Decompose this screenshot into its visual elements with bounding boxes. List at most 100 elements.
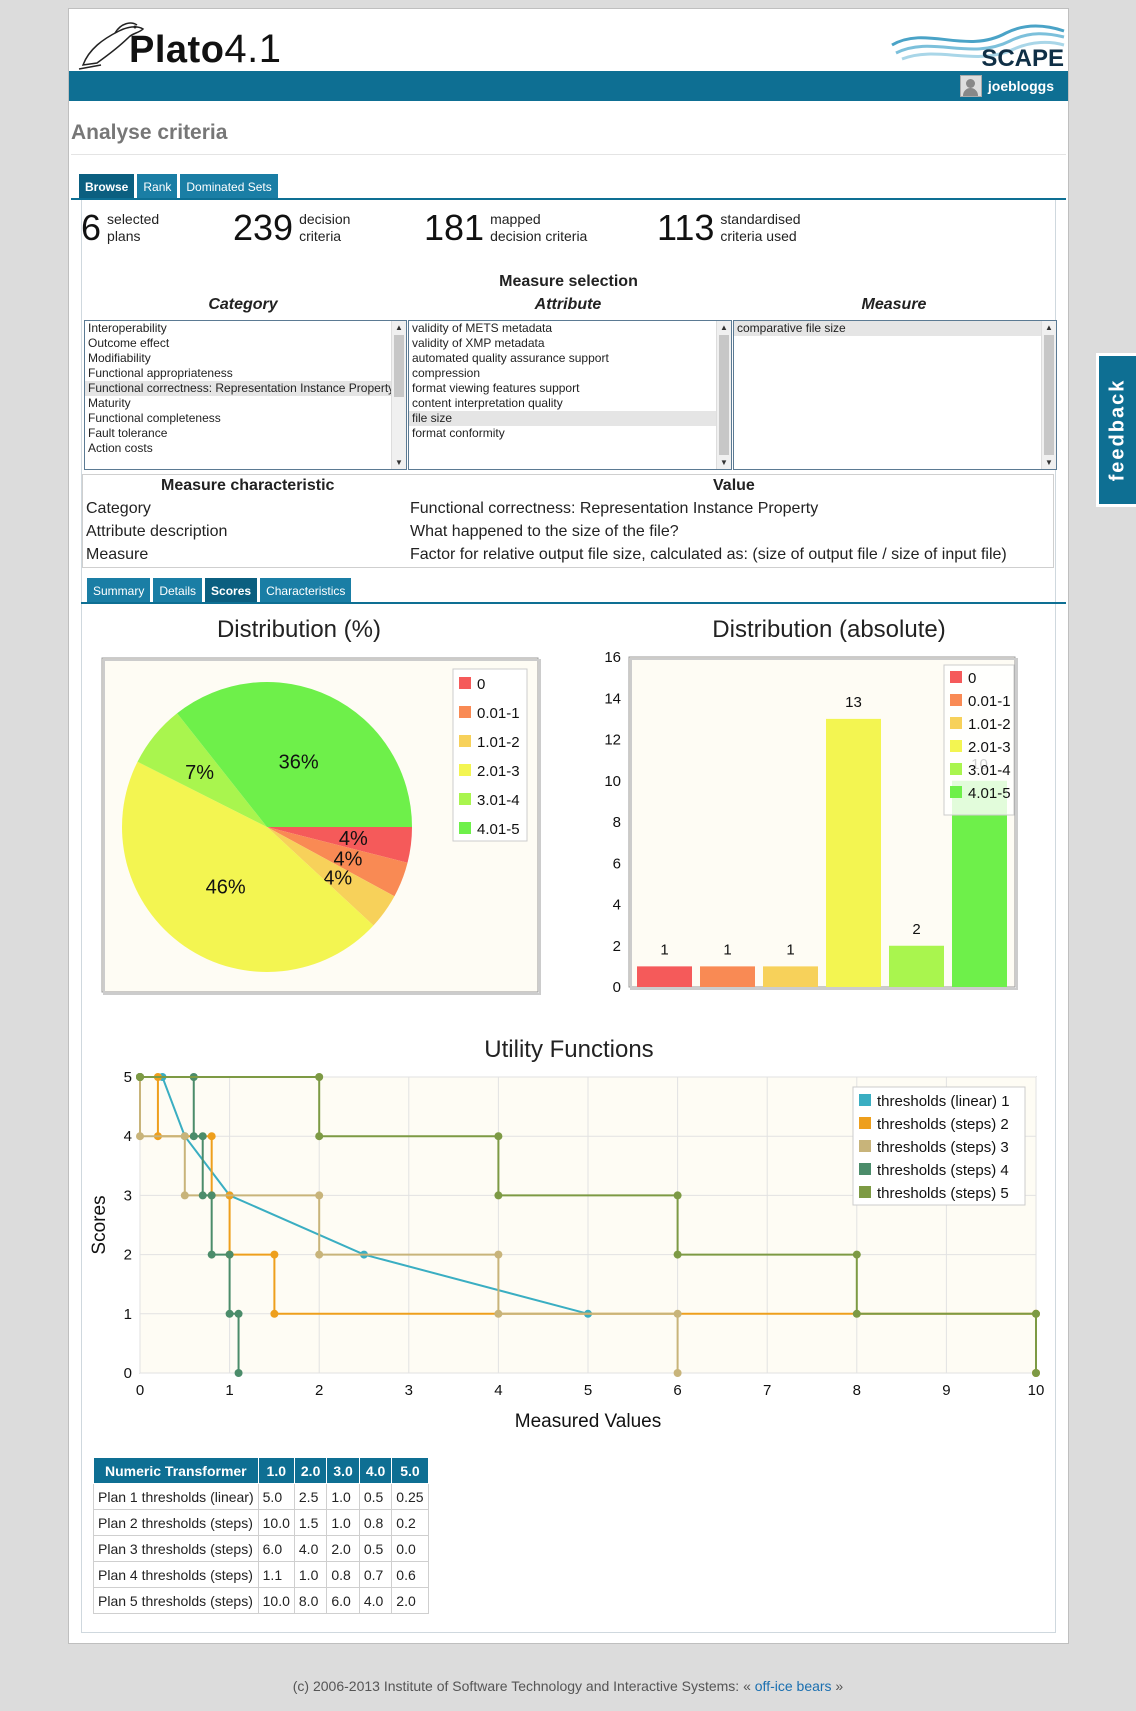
table-header-score: 5.0 [391,1457,429,1484]
threshold-cell: 1.0 [293,1561,328,1588]
stat-value: 181 [424,207,485,248]
attribute-scrollbar[interactable]: ▲ ▼ [716,321,731,469]
table-header-name: Numeric Transformer [93,1457,259,1484]
tab-browse[interactable]: Browse [79,174,135,200]
scroll-up-icon[interactable]: ▲ [720,323,728,332]
attribute-option[interactable]: content interpretation quality [412,396,563,410]
legend-label: 2.01-3 [477,763,520,780]
pie-legend [452,668,528,842]
scroll-down-icon[interactable]: ▼ [1045,458,1053,467]
legend-swatch [859,1094,871,1106]
legend-label: 1.01-2 [477,734,520,751]
bar-value-label: 2 [912,921,920,938]
username: joebloggs [987,78,1054,94]
y-tick-label: 1 [124,1306,132,1323]
pie-slice [177,682,412,827]
attribute-option[interactable]: validity of METS metadata [412,321,553,335]
scroll-thumb[interactable] [394,335,404,397]
legend-label: thresholds (steps) 4 [877,1162,1009,1179]
bar [889,945,944,987]
measure-option[interactable]: comparative file size [734,321,1041,336]
measure-column-header: Measure [861,296,927,313]
tab-scores[interactable]: Scores [205,578,258,604]
series-point [852,1309,861,1318]
y-tick-label: 2 [613,938,621,955]
category-option[interactable]: Functional correctness: Representation I… [85,381,391,396]
legend-label: thresholds (steps) 2 [877,1116,1009,1133]
category-option[interactable]: Action costs [88,441,153,455]
attribute-option[interactable]: automated quality assurance support [412,351,609,365]
legend-label: 4.01-5 [477,821,520,838]
feedback-button[interactable]: feedback [1096,353,1136,507]
utility-legend [852,1086,1026,1206]
scroll-down-icon[interactable]: ▼ [720,458,728,467]
threshold-cell: 8.0 [293,1587,328,1614]
attribute-option[interactable]: format viewing features support [412,381,580,395]
category-option[interactable]: Interoperability [88,321,167,335]
scroll-up-icon[interactable]: ▲ [1045,323,1053,332]
category-scrollbar[interactable]: ▲ ▼ [391,321,406,469]
series-point [315,1073,324,1081]
bar-value-label: 1 [723,941,731,958]
series-point [180,1132,189,1141]
tab-characteristics[interactable]: Characteristics [260,578,352,604]
stat-value: 239 [233,207,294,248]
series-point [494,1250,503,1259]
attribute-option[interactable]: format conformity [412,426,505,440]
category-option[interactable]: Functional appropriateness [88,366,233,380]
category-listbox[interactable]: Interoperability Outcome effect Modifiabil… [84,320,407,470]
pie-slice-label: 4% [339,828,368,850]
legend-label: 4.01-5 [968,785,1011,802]
measure-scrollbar[interactable]: ▲ ▼ [1041,321,1056,469]
category-option[interactable]: Functional completeness [88,411,221,425]
utility-chart-title: Utility Functions [484,1036,654,1063]
main-tabs: Browse Rank Dominated Sets [79,174,278,200]
scroll-down-icon[interactable]: ▼ [395,458,403,467]
category-column-header: Category [208,296,278,313]
attribute-option[interactable]: file size [409,411,716,426]
legend-label: 0 [477,676,485,693]
y-tick-label: 16 [604,649,621,666]
pie-slice [121,761,374,972]
plan-name-cell: Plan 3 thresholds (steps) [93,1535,259,1562]
x-tick-label: 0 [136,1382,144,1399]
attribute-listbox[interactable]: validity of METS metadata validity of XMP… [408,320,732,470]
scroll-thumb[interactable] [1044,335,1054,455]
series-point [136,1073,144,1081]
category-option[interactable]: Outcome effect [88,336,170,350]
category-option[interactable]: Modifiability [88,351,151,365]
tab-details[interactable]: Details [153,578,203,604]
series-point [136,1132,144,1141]
threshold-cell: 4.0 [358,1587,393,1614]
series-point [673,1191,682,1200]
legend-label: 3.01-4 [968,762,1011,779]
category-option[interactable]: Maturity [88,396,131,410]
series-point [315,1191,324,1200]
table-header-score: 3.0 [326,1457,360,1484]
y-tick-label: 0 [124,1365,132,1382]
tab-rank[interactable]: Rank [137,174,178,200]
category-option[interactable]: Fault tolerance [88,426,168,440]
table-row: Plan 1 thresholds (linear) 5.0 2.5 1.0 0.5 0.… [93,1483,429,1510]
user-avatar-icon [959,75,982,97]
legend-swatch [459,735,471,747]
user-menu[interactable]: joebloggs [959,75,1054,97]
measure-listbox[interactable]: comparative file size ▲ ▼ [733,320,1057,470]
legend-label: 1.01-2 [968,716,1011,733]
attribute-column-header: Attribute [534,296,602,313]
mc-value-measure: Factor for relative output file size, ca… [410,546,1007,563]
threshold-cell: 0.5 [358,1483,393,1510]
x-tick-label: 2 [315,1382,323,1399]
attribute-option[interactable]: validity of XMP metadata [412,336,545,350]
scroll-thumb[interactable] [719,335,729,455]
series-point [198,1132,207,1141]
tab-summary[interactable]: Summary [87,578,151,604]
tab-dominated-sets[interactable]: Dominated Sets [180,174,278,200]
footer-link[interactable]: off-ice bears [754,1678,832,1694]
legend-swatch [950,717,962,729]
attribute-option[interactable]: compression [412,366,481,380]
scroll-up-icon[interactable]: ▲ [395,323,403,332]
mc-label-attribute: Attribute description [86,523,228,540]
series-point [207,1132,216,1141]
legend-swatch [459,677,471,689]
